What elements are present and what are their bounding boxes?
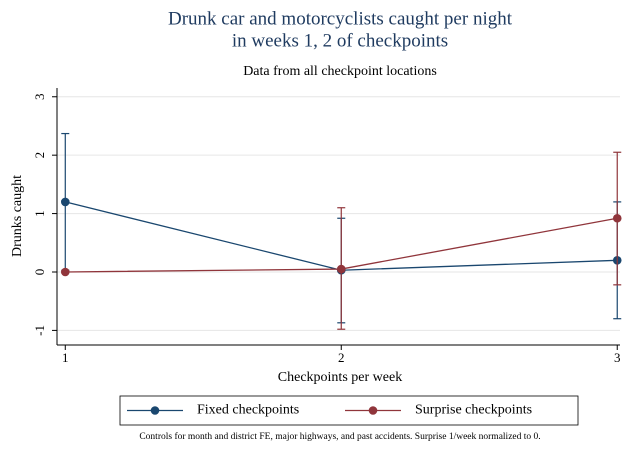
- y-tick-label: -1: [32, 325, 47, 336]
- point: [336, 264, 346, 274]
- note: Controls for month and district FE, majo…: [139, 431, 540, 442]
- x-tick-label: 1: [62, 350, 69, 365]
- y-axis-label: Drunks caught: [10, 175, 25, 257]
- point: [612, 213, 622, 223]
- legend-marker: [150, 406, 160, 415]
- y-tick-label: 2: [32, 152, 47, 159]
- point: [60, 267, 70, 277]
- y-tick-label: 3: [32, 94, 47, 101]
- x-axis-label: Checkpoints per week: [278, 370, 402, 385]
- y-tick-label: 1: [32, 210, 47, 217]
- legend-marker: [368, 406, 378, 415]
- chart-title: in weeks 1, 2 of checkpoints: [232, 30, 448, 51]
- chart-subtitle: Data from all checkpoint locations: [243, 64, 437, 79]
- y-tick-label: 0: [32, 269, 47, 276]
- x-tick-label: 3: [614, 350, 621, 365]
- chart-title: Drunk car and motorcyclists caught per n…: [168, 8, 513, 29]
- legend-label: Surprise checkpoints: [415, 403, 532, 418]
- point: [60, 197, 70, 207]
- x-tick-label: 2: [338, 350, 345, 365]
- legend-label: Fixed checkpoints: [197, 403, 299, 418]
